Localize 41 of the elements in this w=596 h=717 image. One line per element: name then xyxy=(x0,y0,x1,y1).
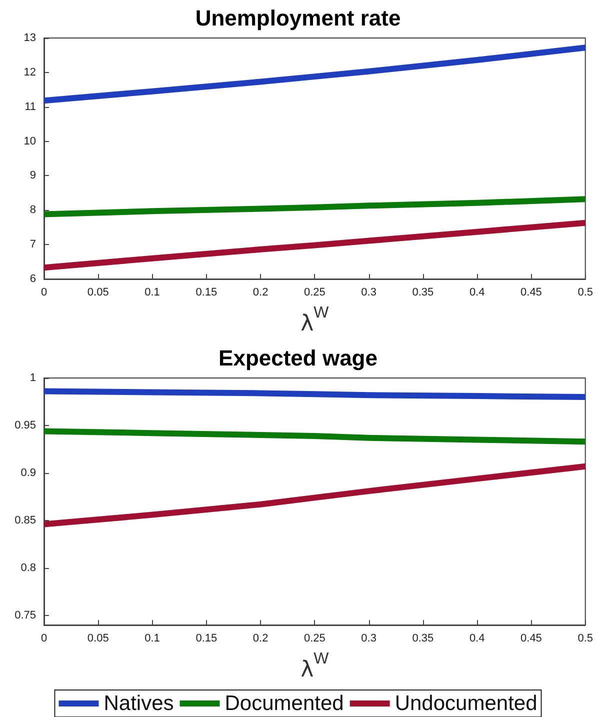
x-tick-label: 0.05 xyxy=(87,632,109,644)
x-tick-label: 0.15 xyxy=(196,632,218,644)
y-tick-label: 0.9 xyxy=(20,467,36,479)
x-tick-label: 0.35 xyxy=(412,286,434,298)
x-tick-label: 0.5 xyxy=(578,286,594,298)
x-tick-label: 0.5 xyxy=(578,632,594,644)
x-tick-label: 0.05 xyxy=(87,286,109,298)
x-tick-label: 0 xyxy=(40,286,48,298)
x-tick-label: 0 xyxy=(40,632,48,644)
y-tick-label: 0.95 xyxy=(14,420,36,432)
x-tick-label: 0.25 xyxy=(304,632,326,644)
x-tick-label: 0.3 xyxy=(361,632,376,644)
chart-title: Unemployment rate xyxy=(195,6,401,30)
x-tick-label: 0.1 xyxy=(144,632,160,644)
x-tick-label: 0.25 xyxy=(304,286,326,298)
y-tick-label: 0.8 xyxy=(20,562,36,574)
chart-title: Expected wage xyxy=(218,346,378,370)
x-tick-label: 0.2 xyxy=(252,632,268,644)
y-tick-label: 6 xyxy=(30,273,36,285)
y-tick-label: 7 xyxy=(30,238,36,251)
y-tick-label: 13 xyxy=(24,32,36,44)
x-tick-label: 0.4 xyxy=(469,632,485,644)
x-tick-label: 0.1 xyxy=(144,286,160,298)
x-tick-label: 0.45 xyxy=(520,286,542,298)
y-tick-label: 12 xyxy=(24,66,36,78)
x-tick-label: 0.45 xyxy=(520,632,542,644)
legend-label: Natives xyxy=(104,692,174,715)
x-tick-label: 0.3 xyxy=(361,286,376,298)
y-tick-label: 0.75 xyxy=(14,610,36,622)
y-tick-label: 8 xyxy=(30,204,36,216)
x-tick-label: 0.4 xyxy=(469,286,485,298)
y-tick-label: 10 xyxy=(24,135,36,148)
legend-label: Undocumented xyxy=(394,692,538,715)
x-tick-label: 0.2 xyxy=(252,286,268,298)
x-tick-label: 0.15 xyxy=(196,286,218,298)
y-tick-label: 11 xyxy=(24,100,36,113)
legend-label: Documented xyxy=(224,692,344,715)
y-tick-label: 0.85 xyxy=(14,514,36,526)
y-tick-label: 9 xyxy=(30,170,36,182)
y-tick-label: 1 xyxy=(30,372,36,384)
x-tick-label: 0.35 xyxy=(412,632,434,644)
